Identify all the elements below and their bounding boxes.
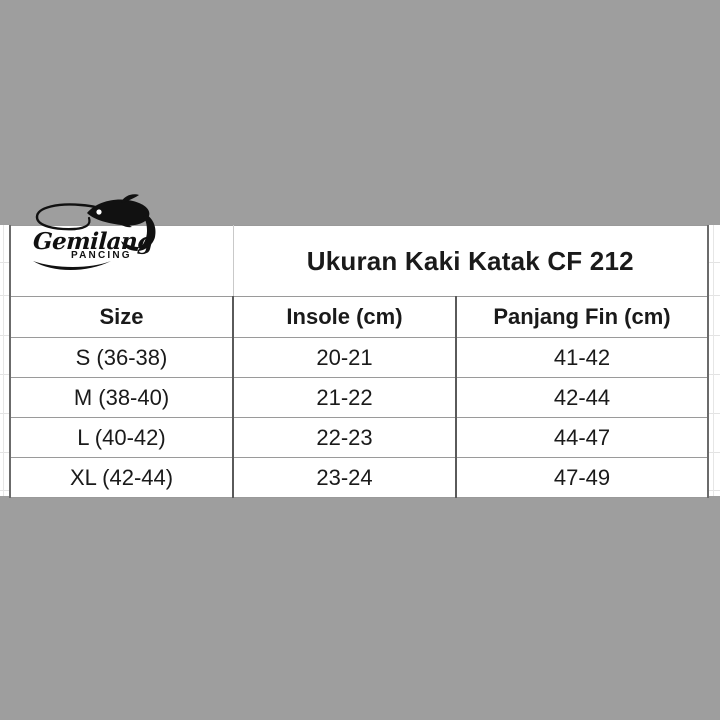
table-row: XL (42-44) 23-24 47-49 (9, 457, 710, 498)
cell-size: S (36-38) (9, 337, 234, 378)
fish-with-fishing-line-icon (33, 194, 156, 270)
column-header-size: Size (9, 296, 234, 338)
column-header-fin: Panjang Fin (cm) (454, 296, 710, 338)
cell-size: M (38-40) (9, 377, 234, 418)
table-title-row: Gemilang PANCING Ukuran Kaki Katak CF 21… (9, 194, 710, 297)
table-row: S (36-38) 20-21 41-42 (9, 337, 710, 378)
sheet-gridline (713, 225, 714, 496)
cell-insole: 22-23 (232, 417, 457, 458)
cell-size: XL (42-44) (9, 457, 234, 498)
brand-logo: Gemilang PANCING (25, 193, 165, 275)
table-header-row: Size Insole (cm) Panjang Fin (cm) (9, 296, 710, 338)
cell-insole: 23-24 (232, 457, 457, 498)
cell-insole: 21-22 (232, 377, 457, 418)
column-header-insole: Insole (cm) (232, 296, 457, 338)
logo-cell: Gemilang PANCING (9, 194, 234, 297)
cell-fin: 47-49 (454, 457, 710, 498)
table-row: M (38-40) 21-22 42-44 (9, 377, 710, 418)
brand-wordmark: Gemilang (32, 228, 154, 255)
cell-size: L (40-42) (9, 417, 234, 458)
size-chart-table: Gemilang PANCING Ukuran Kaki Katak CF 21… (9, 194, 710, 498)
spreadsheet-sheet: Gemilang PANCING Ukuran Kaki Katak CF 21… (0, 194, 720, 498)
cell-fin: 44-47 (454, 417, 710, 458)
sheet-gridline (3, 225, 4, 496)
table-row: L (40-42) 22-23 44-47 (9, 417, 710, 458)
cell-fin: 41-42 (454, 337, 710, 378)
brand-tagline: PANCING (71, 250, 132, 261)
cell-insole: 20-21 (232, 337, 457, 378)
cell-fin: 42-44 (454, 377, 710, 418)
table-title: Ukuran Kaki Katak CF 212 (232, 225, 710, 297)
